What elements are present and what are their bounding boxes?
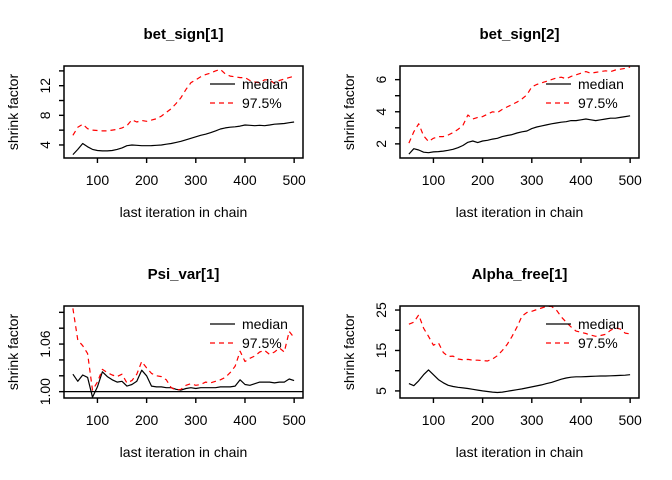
- panel-bet-sign-1: 100 200 300 400 500 4 8 12 bet_sign[1]last itera…: [0, 0, 336, 240]
- median-line: [72, 369, 295, 398]
- legend: median 97.5%: [210, 316, 288, 351]
- legend-median-label: median: [578, 316, 624, 332]
- y-axis-label: shrink factor: [341, 314, 357, 391]
- legend-median-label: median: [242, 316, 288, 332]
- chart-title: Psi_var[1]: [148, 266, 220, 283]
- x-tick-label: 100: [422, 172, 446, 188]
- chart-canvas: 100 200 300 400 500 5 15 25 Alpha_free[1]last it…: [341, 266, 642, 460]
- y-tick-label: 6: [373, 76, 389, 84]
- chart-title: bet_sign[1]: [143, 26, 223, 43]
- x-tick-label: 200: [471, 172, 495, 188]
- chart-canvas: 100 200 300 400 500 1.00 1.06 Psi_var[1]last it…: [5, 266, 306, 460]
- y-axis-label: shrink factor: [341, 74, 357, 151]
- x-tick-label: 100: [86, 172, 110, 188]
- y-tick-label: 12: [37, 78, 53, 94]
- legend-p975-label: 97.5%: [242, 95, 282, 111]
- x-tick-label: 300: [184, 172, 208, 188]
- x-tick-label: 200: [135, 172, 159, 188]
- x-tick-label: 200: [135, 412, 159, 428]
- x-tick-label: 400: [233, 172, 257, 188]
- chart-title: bet_sign[2]: [479, 26, 559, 43]
- x-axis-label: last iteration in chain: [456, 204, 584, 220]
- y-tick-label: 15: [373, 342, 389, 358]
- x-tick-label: 100: [86, 412, 110, 428]
- y-tick-label: 8: [37, 111, 53, 119]
- plot-box: [399, 305, 640, 399]
- plot-box: [63, 65, 304, 159]
- chart-canvas: 100 200 300 400 500 4 8 12 bet_sign[1]last itera…: [5, 26, 306, 220]
- p975-line: [72, 68, 295, 136]
- y-tick-label: 1.00: [37, 378, 53, 405]
- x-tick-label: 500: [282, 412, 306, 428]
- x-tick-label: 400: [569, 412, 593, 428]
- y-tick-label: 2: [373, 140, 389, 148]
- x-tick-label: 100: [422, 412, 446, 428]
- x-tick-label: 300: [520, 412, 544, 428]
- x-tick-label: 500: [618, 412, 642, 428]
- y-tick-label: 4: [37, 141, 53, 149]
- panel-psi-var-1: 100 200 300 400 500 1.00 1.06 Psi_var[1]last it…: [0, 240, 336, 480]
- legend-p975-label: 97.5%: [578, 335, 618, 351]
- median-line: [408, 115, 631, 155]
- panel-alpha-free-1: 100 200 300 400 500 5 15 25 Alpha_free[1]last it…: [336, 240, 672, 480]
- panel-bet-sign-2: 100 200 300 400 500 2 4 6 bet_sign[2]last iterat…: [336, 0, 672, 240]
- x-tick-label: 200: [471, 412, 495, 428]
- y-tick-label: 1.06: [37, 330, 53, 357]
- x-tick-label: 300: [184, 412, 208, 428]
- p975-line: [408, 305, 631, 362]
- y-tick-label: 5: [373, 387, 389, 395]
- legend: median 97.5%: [210, 76, 288, 111]
- y-tick-label: 25: [373, 302, 389, 318]
- plot-box: [63, 305, 304, 399]
- median-line: [72, 121, 295, 156]
- x-tick-label: 500: [618, 172, 642, 188]
- y-tick-label: 4: [373, 108, 389, 116]
- x-axis-label: last iteration in chain: [120, 444, 248, 460]
- x-tick-label: 500: [282, 172, 306, 188]
- legend: median 97.5%: [546, 316, 624, 351]
- chart-title: Alpha_free[1]: [472, 266, 568, 283]
- y-axis-label: shrink factor: [5, 314, 21, 391]
- x-tick-label: 400: [569, 172, 593, 188]
- x-tick-label: 300: [520, 172, 544, 188]
- legend-median-label: median: [242, 76, 288, 92]
- p975-line: [72, 308, 295, 391]
- legend-p975-label: 97.5%: [578, 95, 618, 111]
- legend-median-label: median: [578, 76, 624, 92]
- x-axis-label: last iteration in chain: [120, 204, 248, 220]
- median-line: [408, 369, 631, 394]
- x-tick-label: 400: [233, 412, 257, 428]
- legend: median 97.5%: [546, 76, 624, 111]
- x-axis-label: last iteration in chain: [456, 444, 584, 460]
- chart-canvas: 100 200 300 400 500 2 4 6 bet_sign[2]last iterat…: [341, 26, 642, 220]
- legend-p975-label: 97.5%: [242, 335, 282, 351]
- y-axis-label: shrink factor: [5, 74, 21, 151]
